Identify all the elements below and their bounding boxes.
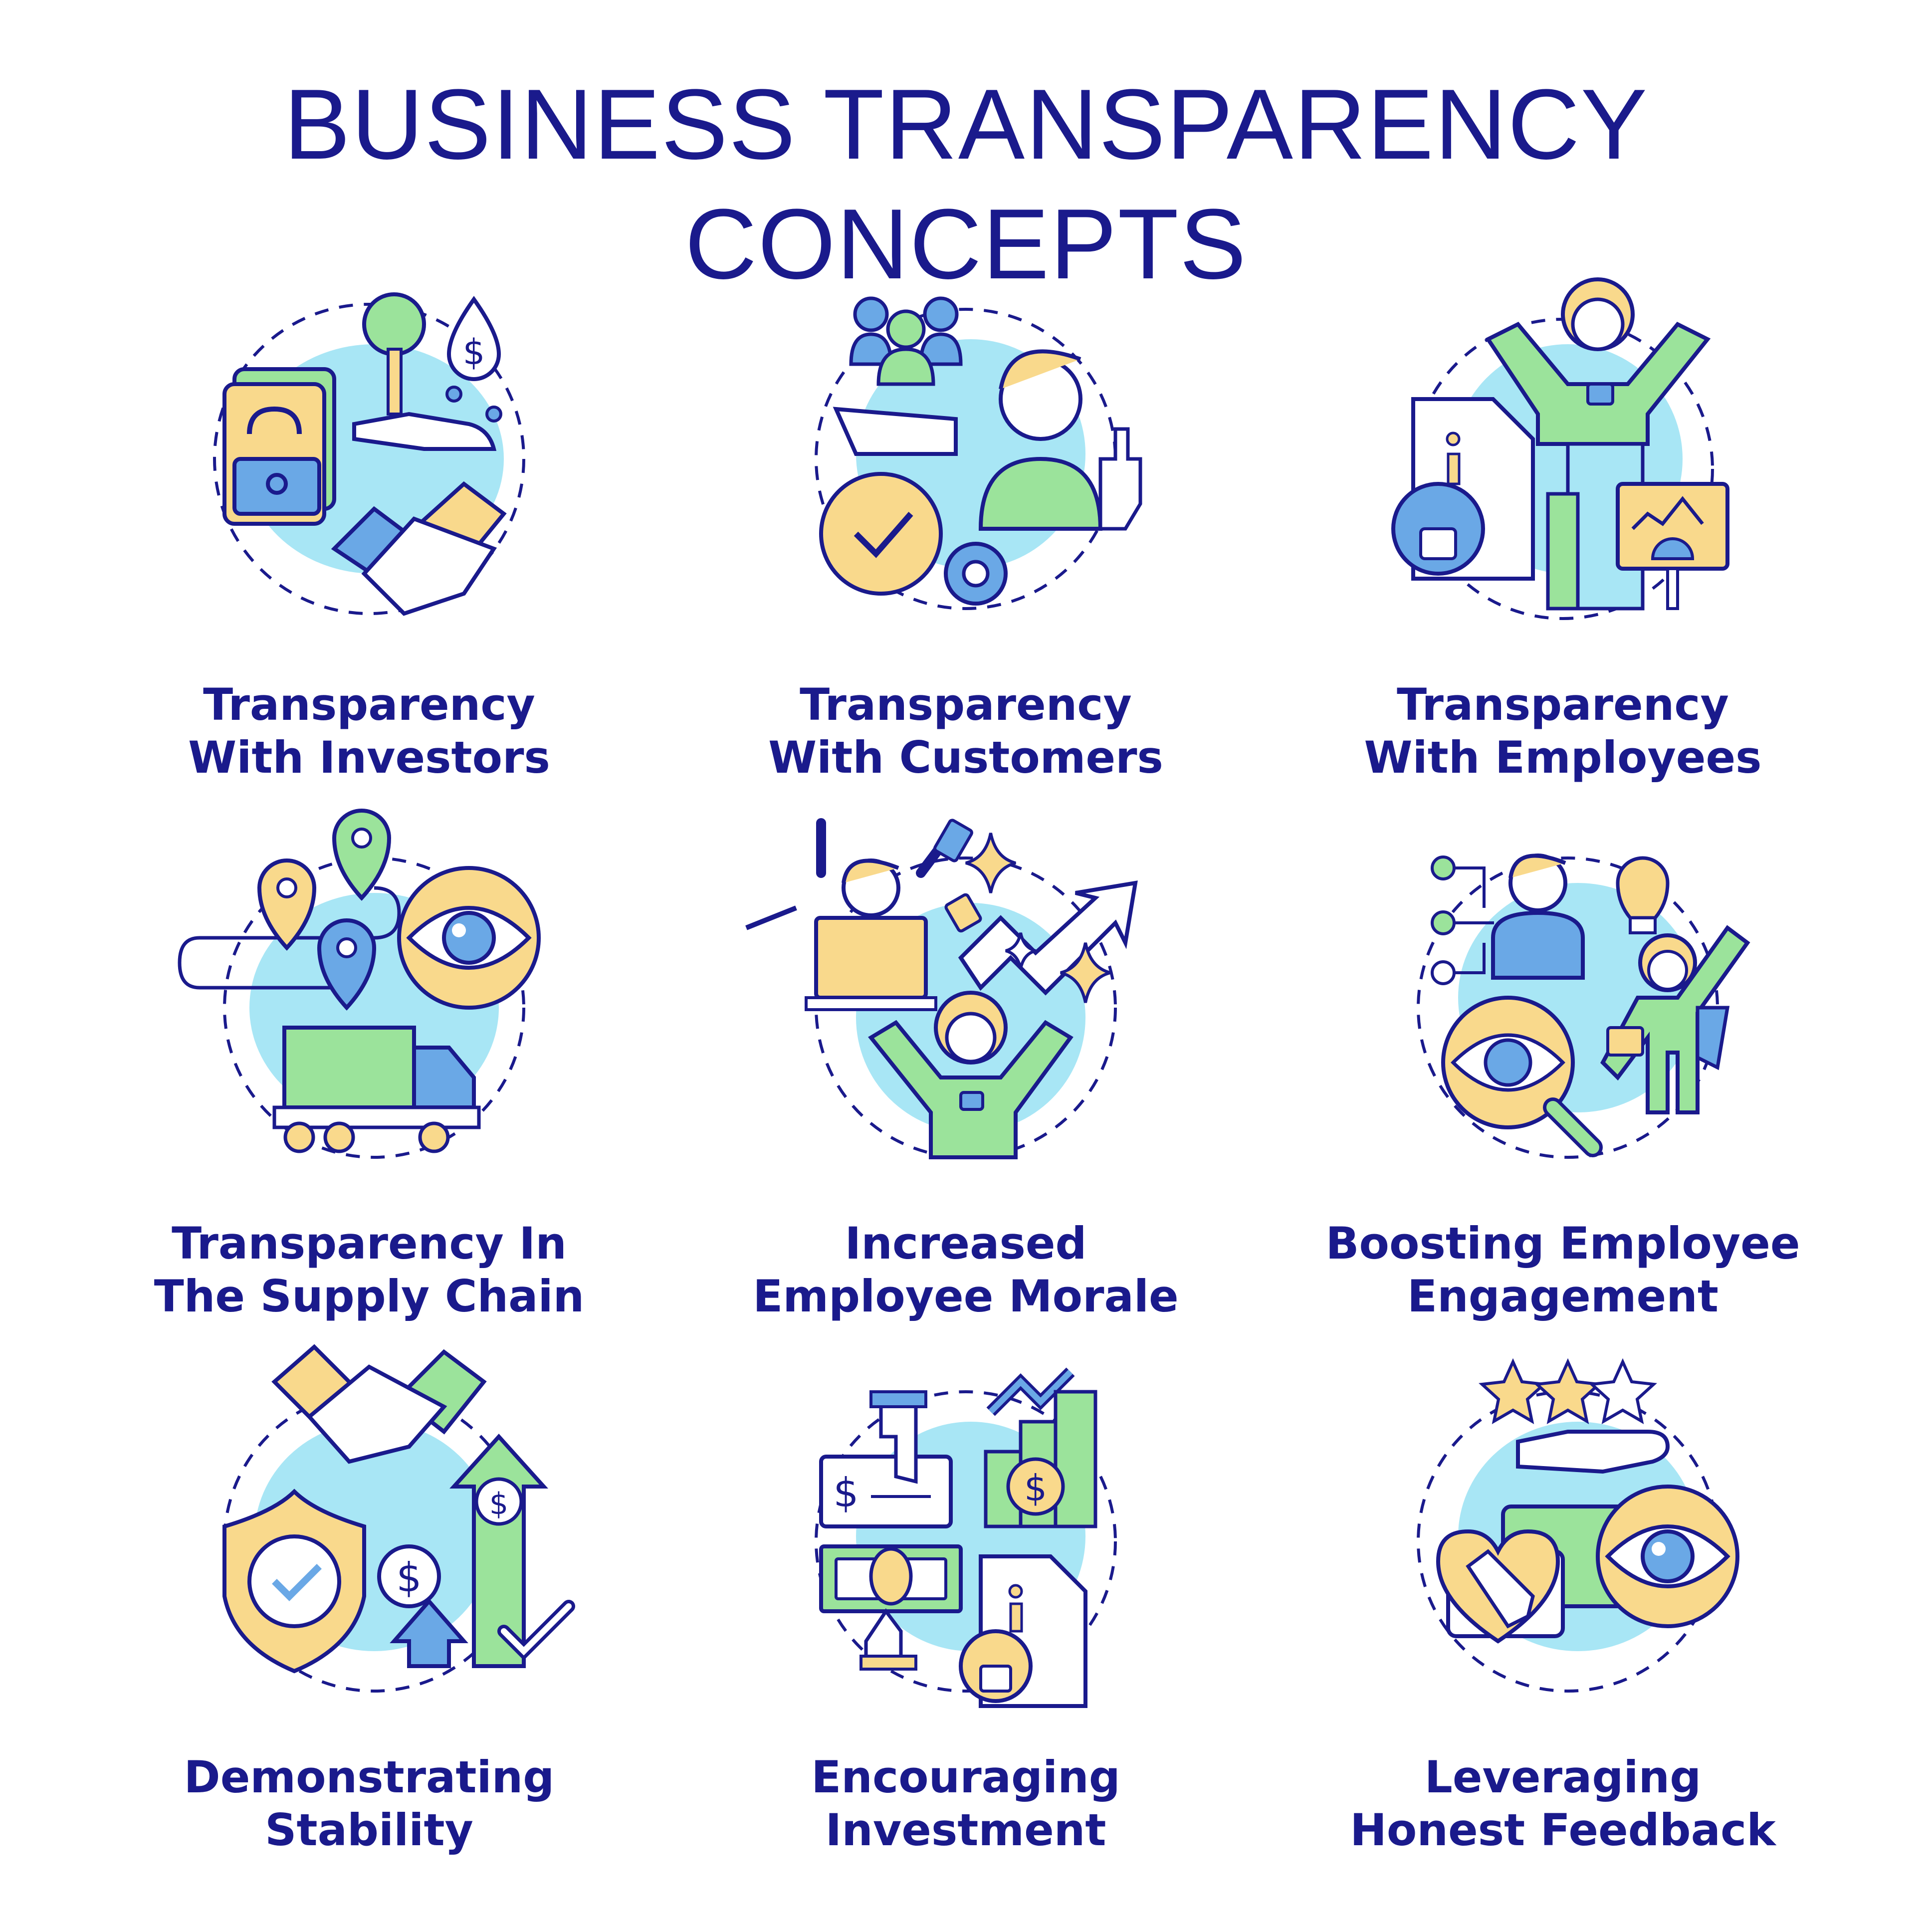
concept-caption: Increased Employee Morale bbox=[671, 1217, 1260, 1323]
caption-line2: With Customers bbox=[768, 732, 1163, 783]
caption-line1: Transparency bbox=[1397, 679, 1729, 730]
caption-line1: Encouraging bbox=[811, 1751, 1120, 1803]
concept-caption: Encouraging Investment bbox=[671, 1751, 1260, 1857]
svg-text:$: $ bbox=[463, 332, 485, 373]
concept-caption: Transparency In The Supply Chain bbox=[75, 1217, 663, 1323]
caption-line2: With Investors bbox=[188, 732, 550, 783]
concept-caption: Transparency With Employees bbox=[1269, 678, 1857, 784]
caption-line2: The Supply Chain bbox=[154, 1271, 585, 1322]
employees-icon bbox=[1269, 269, 1857, 668]
caption-line2: Employee Morale bbox=[753, 1271, 1179, 1322]
svg-text:$: $ bbox=[834, 1470, 859, 1516]
caption-line1: Leveraging bbox=[1424, 1751, 1702, 1803]
employee-morale-icon bbox=[671, 808, 1260, 1207]
concept-caption: Transparency With Investors bbox=[75, 678, 663, 784]
stability-icon: $ $ bbox=[75, 1342, 663, 1741]
page-title: BUSINESS TRANSPARENCY CONCEPTS bbox=[283, 69, 1649, 300]
caption-line1: Transparency bbox=[203, 679, 535, 730]
caption-line2: Honest Feedback bbox=[1350, 1804, 1776, 1856]
caption-line2: Investment bbox=[825, 1804, 1106, 1856]
customers-icon bbox=[671, 269, 1260, 668]
investors-icon: $ bbox=[75, 269, 663, 668]
feedback-icon bbox=[1269, 1342, 1857, 1741]
svg-text:$: $ bbox=[397, 1554, 422, 1601]
investment-icon: $ $ bbox=[671, 1342, 1260, 1741]
caption-line2: With Employees bbox=[1364, 732, 1762, 783]
supply-chain-icon bbox=[75, 808, 663, 1207]
caption-line1: Transparency In bbox=[172, 1218, 567, 1269]
caption-line2: Stability bbox=[265, 1804, 473, 1856]
svg-text:$: $ bbox=[489, 1487, 508, 1521]
caption-line1: Transparency bbox=[800, 679, 1132, 730]
caption-line1: Demonstrating bbox=[184, 1751, 555, 1803]
concept-caption: Boosting Employee Engagement bbox=[1269, 1217, 1857, 1323]
concept-caption: Leveraging Honest Feedback bbox=[1269, 1751, 1857, 1857]
svg-text:$: $ bbox=[1024, 1467, 1047, 1509]
caption-line1: Increased bbox=[845, 1218, 1087, 1269]
concept-caption: Transparency With Customers bbox=[671, 678, 1260, 784]
concept-caption: Demonstrating Stability bbox=[75, 1751, 663, 1857]
employee-engagement-icon bbox=[1269, 808, 1857, 1207]
caption-line2: Engagement bbox=[1407, 1271, 1718, 1322]
caption-line1: Boosting Employee bbox=[1325, 1218, 1800, 1269]
